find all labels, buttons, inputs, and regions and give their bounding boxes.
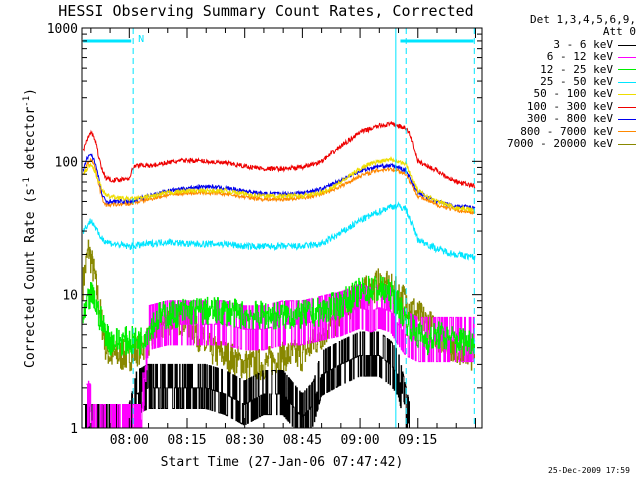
legend-label: 7000 - 20000 keV xyxy=(507,137,613,151)
legend-label: 25 - 50 keV xyxy=(540,75,613,89)
legend-header-2: Att 0 xyxy=(602,25,636,39)
x-tick-label: 08:45 xyxy=(283,433,322,448)
legend-label: 300 - 800 keV xyxy=(526,112,613,126)
series-line xyxy=(82,158,476,215)
legend-swatch xyxy=(618,131,636,133)
legend-label: 100 - 300 keV xyxy=(526,99,613,113)
legend-item: 6 - 12 keV xyxy=(488,50,636,64)
x-tick-label: 08:00 xyxy=(110,433,149,448)
legend-label: 6 - 12 keV xyxy=(546,50,613,64)
chart-title: HESSI Observing Summary Count Rates, Cor… xyxy=(58,2,473,20)
legend-item: 800 - 7000 keV xyxy=(488,124,636,138)
legend: Det 1,3,4,5,6,9, Att 0 3 - 6 keV 6 - 12 k… xyxy=(488,13,636,151)
legend-swatch xyxy=(618,118,636,120)
x-tick-label: 09:00 xyxy=(341,433,380,448)
y-tick-label: 1000 xyxy=(47,22,78,37)
plot-frame xyxy=(81,27,483,429)
x-axis-label: Start Time (27-Jan-06 07:47:42) xyxy=(161,455,404,470)
y-tick-label: 10 xyxy=(62,289,78,304)
y-axis-label-main: Corrected Count Rate (s xyxy=(23,188,38,368)
top-bar-label: N xyxy=(138,34,144,45)
legend-swatch xyxy=(618,81,636,83)
series-line xyxy=(82,201,476,261)
y-axis-label-mid: detector xyxy=(23,107,38,178)
legend-swatch xyxy=(618,56,636,58)
legend-item: 3 - 6 keV xyxy=(488,37,636,51)
legend-item: 300 - 800 keV xyxy=(488,112,636,126)
legend-swatch xyxy=(618,143,636,145)
legend-swatch xyxy=(618,94,636,96)
timestamp: 25-Dec-2009 17:59 xyxy=(548,466,630,475)
legend-header-1: Det 1,3,4,5,6,9, xyxy=(530,13,636,26)
legend-item: 12 - 25 keV xyxy=(488,62,636,76)
y-axis-label-sup1: -1 xyxy=(22,177,32,188)
legend-label: 3 - 6 keV xyxy=(553,37,613,51)
series-line xyxy=(82,275,475,356)
y-axis-label: Corrected Count Rate (s-1 detector-1) xyxy=(22,88,38,368)
legend-item: 100 - 300 keV xyxy=(488,99,636,113)
series-line xyxy=(82,156,476,214)
y-axis-label-end: ) xyxy=(23,88,38,96)
x-tick-label: 08:15 xyxy=(167,433,206,448)
x-tick-label: 09:15 xyxy=(398,433,437,448)
legend-label: 12 - 25 keV xyxy=(540,62,613,76)
legend-swatch xyxy=(618,69,636,71)
y-axis-label-sup2: -1 xyxy=(22,96,32,107)
y-tick-label: 1 xyxy=(70,422,78,437)
legend-swatch xyxy=(618,44,636,46)
legend-swatch xyxy=(618,106,636,108)
y-tick-label: 100 xyxy=(55,155,78,170)
series-line xyxy=(82,120,476,190)
x-tick-label: 08:30 xyxy=(225,433,264,448)
legend-item: 7000 - 20000 keV xyxy=(488,137,636,151)
legend-item: 25 - 50 keV xyxy=(488,75,636,89)
legend-label: 50 - 100 keV xyxy=(533,87,613,101)
legend-item: 50 - 100 keV xyxy=(488,88,636,100)
legend-label: 800 - 7000 keV xyxy=(520,124,613,138)
